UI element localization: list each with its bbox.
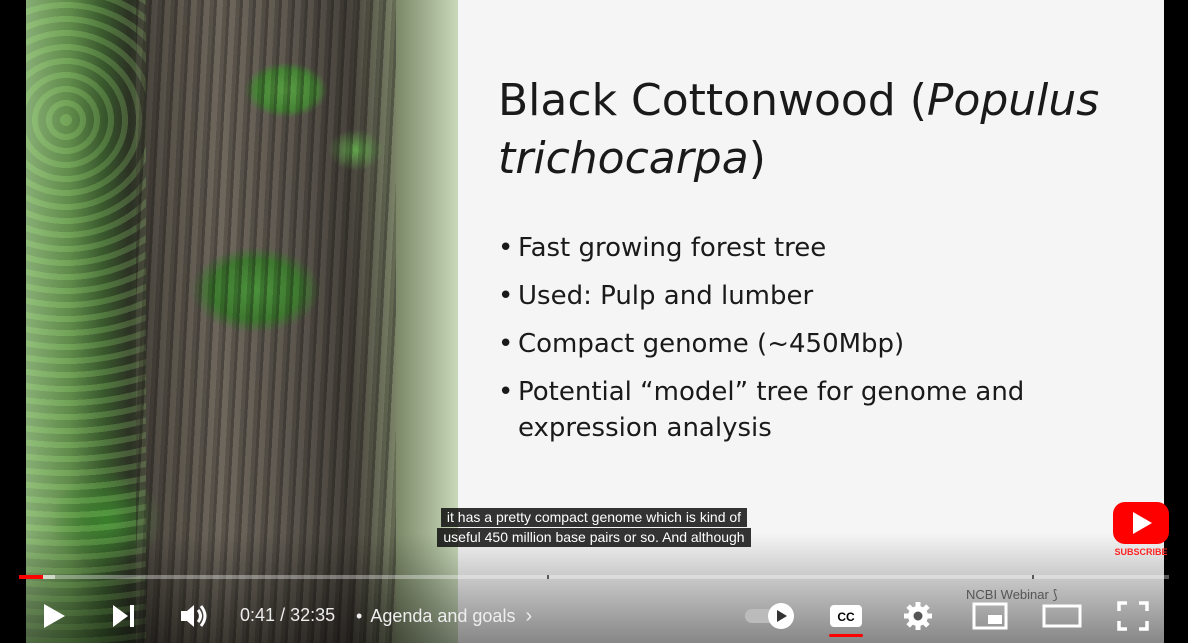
cottonwood-tree-photo (26, 0, 458, 643)
caption-line: it has a pretty compact genome which is … (440, 508, 748, 527)
tree-bark (136, 0, 396, 643)
chapter-marker (547, 575, 549, 579)
mute-button[interactable] (176, 599, 212, 633)
fullscreen-button[interactable] (1114, 599, 1152, 633)
subtitles-active-indicator (829, 634, 863, 637)
current-time: 0:41 (240, 605, 276, 625)
theater-mode-button[interactable] (1040, 600, 1084, 632)
foliage (26, 0, 146, 643)
svg-text:CC: CC (837, 610, 855, 624)
progress-track (19, 575, 1169, 579)
volume-icon (181, 605, 207, 627)
bullet-item: • Fast growing forest tree (498, 233, 827, 263)
subscribe-button[interactable]: SUBSCRIBE (1111, 500, 1171, 560)
miniplayer-button[interactable] (970, 600, 1010, 632)
progress-played (19, 575, 43, 579)
slide-bullets: • Fast growing forest tree • Used: Pulp an… (498, 230, 1138, 458)
bullet-item: • Used: Pulp and lumber (498, 281, 814, 311)
slide-title: Black Cottonwood (Populus trichocarpa) (498, 75, 1100, 184)
chapter-marker (1032, 575, 1034, 579)
theater-mode-icon (1042, 604, 1082, 628)
fullscreen-icon (1117, 601, 1149, 631)
bullet-item: • Compact genome (~450Mbp) (498, 329, 905, 359)
next-button[interactable] (109, 600, 139, 632)
subscribe-label: SUBSCRIBE (1114, 547, 1168, 557)
miniplayer-icon (972, 602, 1008, 630)
caption-window[interactable]: it has a pretty compact genome which is … (0, 508, 1188, 548)
youtube-logo-icon (1113, 502, 1169, 544)
controls-gradient (0, 533, 1188, 643)
duration: 32:35 (290, 605, 336, 625)
chapter-title: Agenda and goals (370, 606, 516, 626)
next-icon (113, 605, 134, 627)
caption-line: useful 450 million base pairs or so. And… (437, 528, 751, 547)
channel-watermark[interactable]: NCBI Webinar ⟆ (966, 587, 1058, 602)
settings-button[interactable] (900, 600, 936, 632)
autoplay-toggle-icon (745, 603, 794, 629)
player-controls: 0:41 / 32:35 • Agenda and goals › CC (0, 590, 1188, 642)
subtitles-icon: CC (830, 605, 862, 627)
play-button[interactable] (38, 600, 70, 632)
ncbi-logo-icon: ⟆ (1052, 587, 1058, 602)
subtitles-button[interactable]: CC (826, 600, 866, 632)
settings-icon (904, 602, 932, 630)
progress-bar[interactable] (19, 575, 1169, 579)
autoplay-toggle[interactable] (742, 600, 798, 632)
play-icon (44, 604, 65, 628)
bullet-item: • Potential “model” tree for genome and e… (498, 377, 1025, 443)
time-display: 0:41 / 32:35 (240, 605, 336, 625)
chevron-right-icon: › (525, 605, 533, 627)
chapter-button[interactable]: • Agenda and goals › (356, 605, 533, 627)
